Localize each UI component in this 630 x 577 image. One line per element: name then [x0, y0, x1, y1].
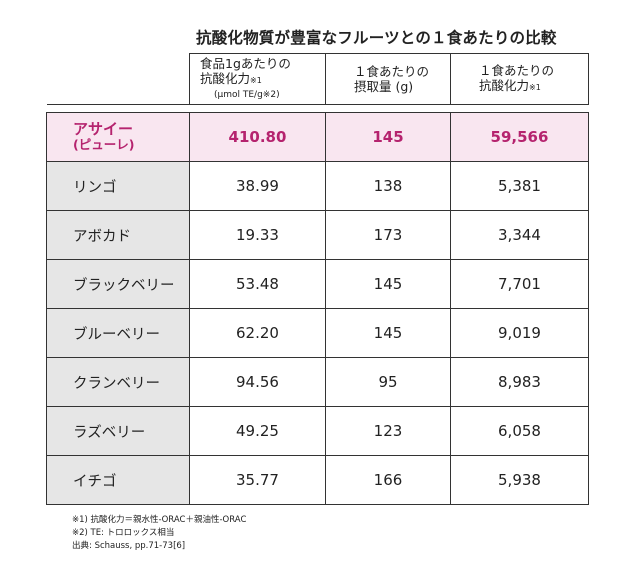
acai-per-serving: 59,566: [450, 112, 589, 162]
serving-value: 145: [325, 308, 451, 358]
per-serving-value: 6,058: [450, 406, 589, 456]
header-per-serving-note: ※1: [529, 83, 541, 92]
header-serving-line1: １食あたりの: [354, 64, 430, 79]
table-row: ブルーベリー 62.20 145 9,019: [46, 308, 589, 358]
fruit-rows: リンゴ 38.99 138 5,381 アボカド 19.33 173 3,344 ブラックベリー…: [46, 161, 589, 505]
serving-value: 95: [325, 357, 451, 407]
header-serving-line2: 摂取量 (g): [354, 79, 414, 94]
fruit-name: ブラックベリー: [46, 259, 190, 309]
per-serving-value: 3,344: [450, 210, 589, 260]
spacer-row: [46, 104, 589, 113]
per-serving-value: 7,701: [450, 259, 589, 309]
header-per-gram-note: ※1: [250, 75, 262, 85]
acai-per-gram: 410.80: [189, 112, 326, 162]
acai-name-line2: (ピューレ): [73, 137, 135, 152]
per-serving-value: 9,019: [450, 308, 589, 358]
per-gram-value: 38.99: [189, 161, 326, 211]
footnote-1: ※1) 抗酸化力＝親水性-ORAC＋親油性-ORAC: [72, 515, 247, 525]
per-gram-value: 53.48: [189, 259, 326, 309]
header-empty-cell: [46, 53, 190, 105]
comparison-table: 食品1gあたりの 抗酸化力※1 (μmol TE/g※2) １食あたりの 摂取量…: [46, 53, 589, 505]
serving-value: 166: [325, 455, 451, 505]
serving-value: 138: [325, 161, 451, 211]
serving-value: 173: [325, 210, 451, 260]
per-gram-value: 62.20: [189, 308, 326, 358]
table-row: リンゴ 38.99 138 5,381: [46, 161, 589, 211]
fruit-name: クランベリー: [46, 357, 190, 407]
per-gram-value: 49.25: [189, 406, 326, 456]
footnote-source: 出典: Schauss, pp.71-73[6]: [72, 541, 186, 551]
acai-serving: 145: [325, 112, 451, 162]
per-serving-value: 8,983: [450, 357, 589, 407]
header-per-gram: 食品1gあたりの 抗酸化力※1 (μmol TE/g※2): [189, 53, 326, 105]
per-gram-value: 19.33: [189, 210, 326, 260]
footnote-2: ※2) TE: トロロックス相当: [72, 528, 175, 538]
per-serving-value: 5,381: [450, 161, 589, 211]
header-serving: １食あたりの 摂取量 (g): [325, 53, 451, 105]
fruit-name: ブルーベリー: [46, 308, 190, 358]
header-per-gram-unit: (μmol TE/g※2): [214, 89, 280, 100]
fruit-name: リンゴ: [46, 161, 190, 211]
fruit-name: ラズベリー: [46, 406, 190, 456]
header-per-serving-line1: １食あたりの: [479, 63, 555, 78]
highlight-row-acai: アサイー (ピューレ) 410.80 145 59,566: [46, 112, 589, 162]
table-row: ラズベリー 49.25 123 6,058: [46, 406, 589, 456]
table-title: 抗酸化物質が豊富なフルーツとの１食あたりの比較: [196, 29, 557, 47]
header-per-serving-line2: 抗酸化力: [479, 78, 530, 93]
per-gram-value: 94.56: [189, 357, 326, 407]
header-per-gram-line1: 食品1gあたりの: [200, 55, 291, 71]
header-per-gram-line2: 抗酸化力: [200, 70, 251, 86]
acai-name-line1: アサイー: [73, 120, 134, 138]
serving-value: 123: [325, 406, 451, 456]
table-row: イチゴ 35.77 166 5,938: [46, 455, 589, 505]
serving-value: 145: [325, 259, 451, 309]
per-serving-value: 5,938: [450, 455, 589, 505]
table-row: クランベリー 94.56 95 8,983: [46, 357, 589, 407]
fruit-name: イチゴ: [46, 455, 190, 505]
table-row: アボカド 19.33 173 3,344: [46, 210, 589, 260]
acai-name: アサイー (ピューレ): [46, 112, 190, 162]
header-per-serving: １食あたりの 抗酸化力※1: [450, 53, 589, 105]
header-row: 食品1gあたりの 抗酸化力※1 (μmol TE/g※2) １食あたりの 摂取量…: [46, 53, 589, 105]
footnotes: ※1) 抗酸化力＝親水性-ORAC＋親油性-ORAC ※2) TE: トロロック…: [72, 514, 246, 553]
table-row: ブラックベリー 53.48 145 7,701: [46, 259, 589, 309]
per-gram-value: 35.77: [189, 455, 326, 505]
fruit-name: アボカド: [46, 210, 190, 260]
